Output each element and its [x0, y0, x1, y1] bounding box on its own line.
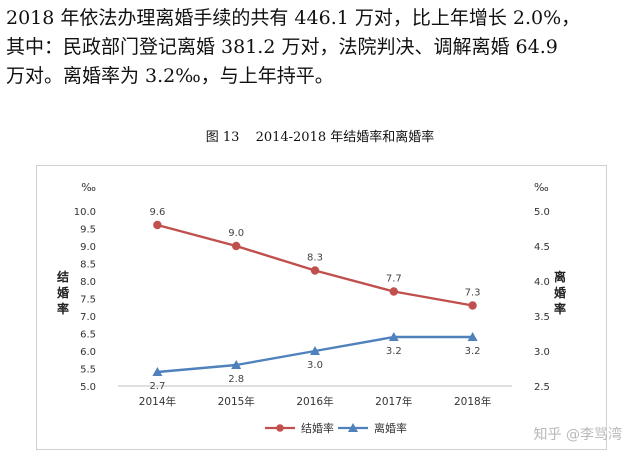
marriage-divorce-chart: 5.05.56.06.57.07.58.08.59.09.510.0‰结婚率2.…	[57, 181, 566, 435]
chart-frame: 5.0 5.5 6.0 6.5 7.0 7.5 8.0 8.5 9.0 9.5 10.0 ‰ 结婚率 2.…	[36, 165, 607, 450]
left-axis-label-char: 婚	[57, 285, 69, 300]
paragraph-line: 万对。离婚率为 3.2‰，与上年持平。	[6, 65, 334, 87]
data-point-marker	[232, 241, 241, 251]
data-point-marker	[310, 266, 320, 275]
right-tick-label: 5.0	[534, 207, 550, 218]
data-point-marker	[231, 360, 242, 369]
data-label: 7.7	[386, 274, 402, 285]
x-tick-label: 2018年	[454, 395, 491, 408]
x-tick-label: 2016年	[296, 395, 333, 408]
paragraph-line: 其中：民政部门登记离婚 381.2 万对，法院判决、调解离婚 64.9	[6, 36, 558, 58]
data-point-marker	[310, 346, 320, 355]
series-line-marriage	[157, 223, 473, 307]
data-label: 3.0	[307, 360, 323, 371]
figure-caption: 图 13 2014-2018 年结婚率和离婚率	[0, 126, 640, 145]
paragraph-line: 2018 年依法办理离婚手续的共有 446.1 万对，比上年增长 2.0%，	[6, 7, 581, 29]
legend-label: 离婚率	[374, 421, 407, 435]
legend-marker	[276, 424, 284, 432]
data-point-marker	[389, 287, 398, 296]
data-label: 9.6	[149, 207, 165, 218]
left-axis-label-char: 率	[57, 301, 69, 316]
left-tick-label: 6.0	[80, 347, 96, 358]
left-tick-label: 10.0	[74, 207, 96, 218]
right-tick-label: 4.5	[534, 242, 550, 253]
left-tick-label: 7.5	[80, 295, 96, 306]
left-tick-label: 8.5	[80, 260, 96, 271]
data-point-marker	[468, 301, 477, 310]
figure-title: 2014-2018 年结婚率和离婚率	[255, 130, 435, 145]
x-tick-label: 2015年	[218, 395, 255, 408]
left-tick-label: 9.5	[80, 225, 96, 236]
paragraph: 2018 年依法办理离婚手续的共有 446.1 万对，比上年增长 2.0%， 其…	[6, 4, 636, 91]
data-point-marker	[388, 332, 399, 341]
right-tick-label: 4.0	[534, 277, 550, 288]
data-point-marker	[153, 220, 162, 230]
data-point-marker	[467, 332, 478, 341]
left-axis-unit: ‰	[81, 181, 96, 194]
left-tick-label: 6.5	[80, 330, 96, 341]
data-label: 8.3	[307, 253, 323, 264]
right-axis-label-char: 离	[554, 269, 566, 284]
left-axis-label-char: 结	[57, 269, 69, 284]
right-tick-label: 3.5	[534, 312, 550, 323]
right-axis-unit: ‰	[534, 181, 549, 194]
left-tick-label: 5.5	[80, 365, 96, 376]
figure-number: 图 13	[205, 130, 240, 145]
legend-label: 结婚率	[301, 421, 334, 435]
left-tick-label: 7.0	[80, 312, 96, 323]
right-axis-label-char: 婚	[554, 285, 566, 300]
data-label: 3.2	[386, 346, 402, 357]
data-label: 9.0	[228, 228, 244, 239]
legend-marker	[348, 423, 358, 432]
left-tick-label: 8.0	[80, 277, 96, 288]
watermark: 知乎 @李骂湾	[533, 427, 622, 443]
x-tick-label: 2017年	[375, 395, 412, 408]
data-label: 2.7	[149, 381, 165, 392]
data-label: 2.8	[228, 374, 244, 385]
data-label: 7.3	[465, 288, 481, 299]
right-axis-label-char: 率	[554, 301, 566, 316]
left-tick-label: 9.0	[80, 242, 96, 253]
right-tick-label: 3.0	[534, 347, 550, 358]
data-point-marker	[152, 367, 163, 376]
right-tick-label: 2.5	[534, 382, 550, 393]
data-label: 3.2	[465, 346, 481, 357]
left-tick-label: 5.0	[80, 382, 96, 393]
x-tick-label: 2014年	[139, 395, 176, 408]
